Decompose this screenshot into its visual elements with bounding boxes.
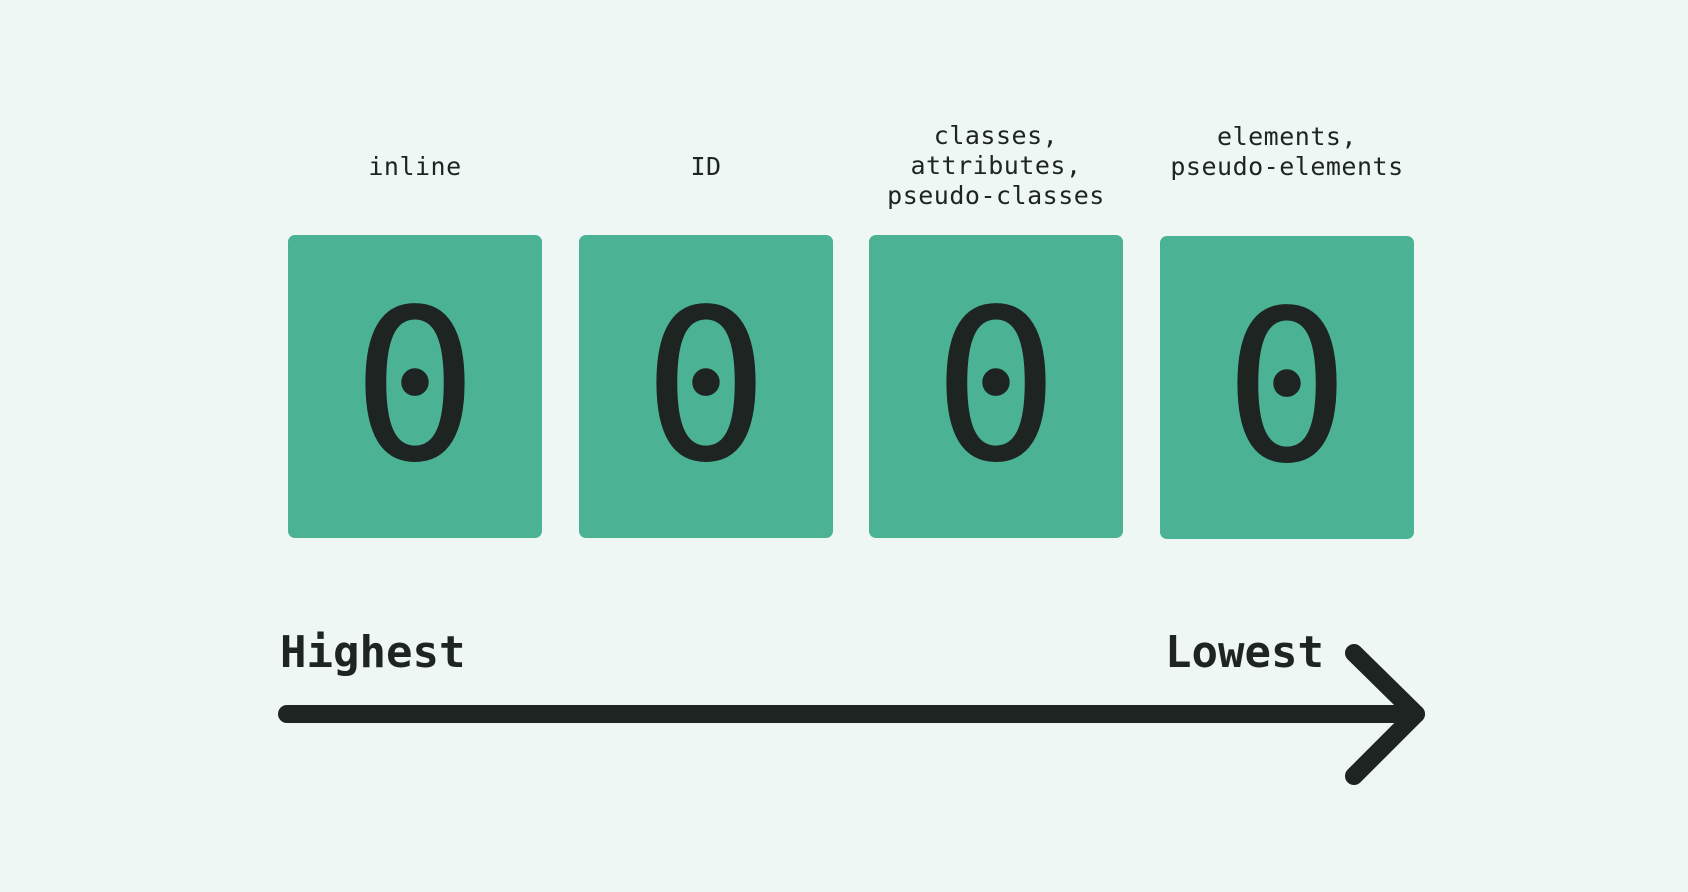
specificity-value-id: 0 [642,263,770,509]
specificity-value-classes: 0 [932,263,1060,509]
column-label-elements: elements, pseudo-elements [1170,122,1404,181]
specificity-box-classes: 0 [869,235,1123,538]
scale-end-label: Lowest [1165,627,1324,678]
scale-start-label: Highest [280,627,466,678]
column-label-classes: classes, attributes, pseudo-classes [887,121,1105,210]
specificity-box-inline: 0 [288,235,542,538]
specificity-box-elements: 0 [1160,236,1414,539]
column-label-id: ID [690,152,722,181]
specificity-value-elements: 0 [1223,264,1351,510]
specificity-box-id: 0 [579,235,833,538]
specificity-value-inline: 0 [351,263,479,509]
column-label-inline: inline [368,152,462,181]
